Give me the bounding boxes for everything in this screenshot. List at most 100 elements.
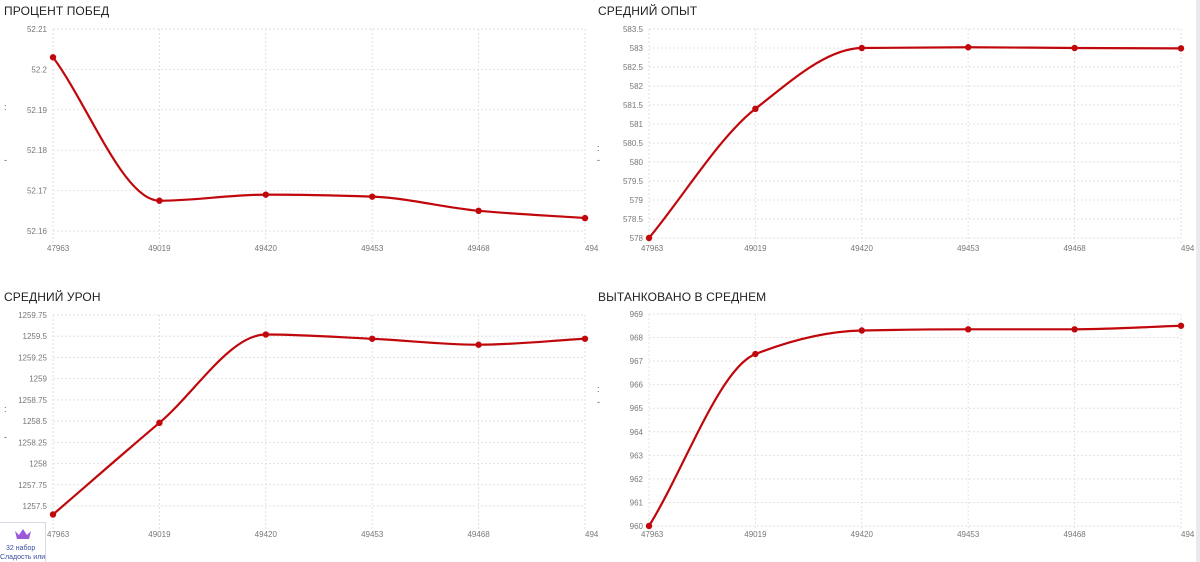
y-tick-label: 580 [630, 158, 644, 167]
x-tick-label: 49453 [361, 244, 384, 253]
data-point[interactable] [262, 191, 269, 198]
data-point[interactable] [752, 105, 759, 113]
y-tick-label: 1258.5 [23, 417, 48, 426]
y-tick-label: 582 [630, 82, 644, 91]
y-tick-label: 52.16 [27, 227, 48, 236]
data-point[interactable] [1071, 44, 1078, 52]
x-tick-label: 49420 [255, 244, 278, 253]
x-tick-label: 494 [1181, 530, 1195, 539]
side-mark: - [4, 432, 7, 442]
y-tick-label: 52.17 [27, 187, 48, 196]
data-point[interactable] [645, 234, 653, 242]
y-tick-label: 1258.25 [18, 438, 47, 447]
x-tick-label: 494 [1181, 244, 1195, 253]
y-tick-label: 967 [630, 357, 644, 366]
y-tick-label: 1259.75 [18, 311, 47, 320]
badge-line1: 32 набор [6, 545, 36, 552]
x-tick-label: 49420 [851, 244, 874, 253]
x-tick-label: 49453 [957, 244, 980, 253]
data-point[interactable] [965, 44, 972, 51]
chart-panel-avg-damage: СРЕДНИЙ УРОН 1259.75 1259.5 1259.25 1259 125… [0, 281, 600, 562]
data-point[interactable] [369, 335, 376, 342]
data-point[interactable] [858, 327, 865, 334]
y-tick-label: 963 [630, 451, 644, 460]
chart-panel-avg-xp: СРЕДНИЙ ОПЫТ 583.5 583 582.5 582 581.5 581 580… [594, 0, 1195, 281]
data-point[interactable] [1177, 322, 1185, 329]
data-point[interactable] [49, 511, 57, 518]
y-tick-label: 961 [630, 498, 644, 507]
y-tick-label: 965 [630, 404, 644, 413]
series-line [52, 333, 586, 516]
crown-icon [15, 529, 31, 539]
data-point[interactable] [49, 54, 57, 61]
chart-title: ВЫТАНКОВАНО В СРЕДНЕМ [598, 290, 767, 304]
data-point[interactable] [1071, 326, 1078, 333]
x-tick-label: 494 [585, 530, 599, 539]
y-tick-label: 1257.5 [23, 502, 48, 511]
x-tick-label: 49019 [744, 530, 767, 539]
y-tick-label: 582.5 [623, 63, 644, 72]
x-tick-label: 49468 [467, 244, 490, 253]
y-tick-label: 964 [630, 428, 644, 437]
x-tick-label: 49468 [1063, 530, 1086, 539]
chart-svg: 583.5 583 582.5 582 581.5 581 580.5 580 579.5 579… [623, 25, 1195, 253]
data-point[interactable] [369, 193, 376, 200]
x-tick-label: 49468 [467, 530, 490, 539]
y-tick-label: 1257.75 [18, 481, 47, 490]
data-point[interactable] [262, 331, 269, 338]
side-mark: - [4, 155, 7, 165]
y-tick-label: 1259.25 [18, 353, 47, 362]
y-tick-label: 580.5 [623, 139, 644, 148]
scrollbar-track[interactable] [1196, 0, 1200, 562]
y-tick-label: 579.5 [623, 177, 644, 186]
data-point[interactable] [475, 341, 482, 348]
chart-title: ПРОЦЕНТ ПОБЕД [4, 4, 110, 18]
chart-panel-win-rate: ПРОЦЕНТ ПОБЕД 52.21 52.2 52.19 52.18 52.17 52… [0, 0, 600, 281]
chart-svg: 1259.75 1259.5 1259.25 1259 1258.75 1258.5 125… [18, 311, 599, 539]
side-mark: - [597, 397, 600, 407]
y-tick-label: 52.21 [27, 25, 48, 34]
y-tick-label: 52.19 [27, 106, 48, 115]
y-tick-label: 581 [630, 120, 644, 129]
y-tick-label: 583 [630, 44, 644, 53]
data-point[interactable] [156, 419, 163, 427]
series-line [648, 324, 1182, 527]
data-point[interactable] [645, 522, 653, 530]
side-mark: - [597, 155, 600, 165]
x-tick-label: 494 [585, 244, 599, 253]
y-tick-label: 578 [630, 234, 644, 243]
data-point[interactable] [475, 207, 482, 214]
y-tick-label: 969 [630, 310, 644, 319]
x-tick-label: 49019 [148, 530, 171, 539]
x-tick-label: 47963 [641, 244, 664, 253]
data-point[interactable] [156, 197, 163, 204]
data-point[interactable] [581, 214, 589, 222]
event-badge[interactable]: 32 набор Сладость или [0, 522, 46, 562]
y-tick-label: 962 [630, 475, 644, 484]
data-point[interactable] [1177, 45, 1185, 52]
x-tick-label: 47963 [47, 244, 70, 253]
y-tick-label: 583.5 [623, 25, 644, 34]
x-tick-label: 47963 [641, 530, 664, 539]
data-point[interactable] [752, 350, 759, 358]
y-tick-label: 1258 [29, 460, 47, 469]
y-tick-label: 579 [630, 196, 644, 205]
data-point[interactable] [858, 44, 865, 52]
x-tick-label: 49019 [148, 244, 171, 253]
y-tick-label: 52.18 [27, 146, 48, 155]
data-point[interactable] [965, 326, 972, 333]
y-tick-label: 1258.75 [18, 396, 47, 405]
y-tick-label: 1259.5 [23, 332, 48, 341]
side-mark: : [4, 102, 7, 112]
side-mark: : [597, 384, 600, 394]
side-mark: : [4, 404, 7, 414]
chart-title: СРЕДНИЙ ОПЫТ [598, 4, 698, 18]
x-tick-label: 47963 [47, 530, 70, 539]
x-tick-label: 49420 [851, 530, 874, 539]
series-line [648, 46, 1182, 239]
data-point[interactable] [581, 335, 589, 342]
chart-panel-avg-tanked: ВЫТАНКОВАНО В СРЕДНЕМ 969 968 967 966 965 964… [594, 281, 1195, 562]
x-tick-label: 49468 [1063, 244, 1086, 253]
chart-svg: 52.21 52.2 52.19 52.18 52.17 52.16 47963 49019 4… [27, 25, 599, 253]
